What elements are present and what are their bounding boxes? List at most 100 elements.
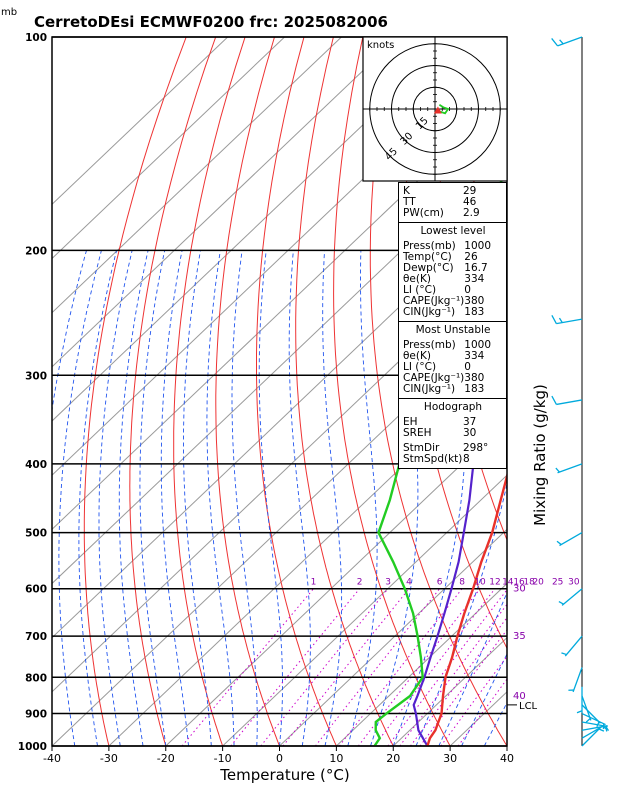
pressure-tick-label: 800	[25, 672, 47, 684]
mixing-ratio-label: 16	[513, 578, 525, 588]
mixing-ratio-line	[260, 588, 389, 746]
wind-barb-half-flag	[596, 721, 600, 728]
hodograph-indices-header: Hodograph	[423, 401, 483, 413]
wind-barb-shaft	[561, 588, 583, 606]
pressure-tick-label: 900	[25, 709, 47, 721]
wind-barb-shaft	[581, 727, 601, 747]
mixing-ratio-label: 14	[502, 578, 514, 588]
temperature-tick-label: 20	[386, 752, 400, 765]
wind-barb-half-flag	[604, 726, 608, 732]
isotherm-line	[165, 420, 507, 746]
mixing-ratio-axis-title: Mixing Ratio (g/kg)	[531, 384, 549, 526]
isotherm-line	[564, 37, 618, 746]
isotherm-line	[52, 37, 456, 422]
wind-barb	[568, 667, 583, 693]
wind-barb	[551, 395, 583, 406]
temperature-tick-labels: -40 -30 -20 -10 0 10 20 30 40	[43, 746, 514, 765]
wind-barb-flag	[551, 315, 557, 324]
pressure-tick-label: 1000	[18, 741, 47, 753]
wind-barb-half-flag	[585, 718, 591, 723]
mixing-ratio-label: 25	[552, 578, 563, 588]
wind-barb-flag	[551, 38, 559, 47]
dry-adiabat-line	[215, 37, 281, 746]
mixing-ratio-label: 1	[311, 578, 317, 588]
temperature-tick-label: -10	[214, 752, 232, 765]
dry-adiabat-line	[538, 37, 618, 761]
index-row-pw: PW(cm) 2.9	[403, 207, 480, 219]
dry-adiabat-line	[83, 37, 187, 746]
temperature-tick-label: 30	[443, 752, 457, 765]
wind-barb-flag	[551, 395, 557, 405]
indices-panel: K 29 TT 46 PW(cm) 2.9 Lowest level Press(mb…	[398, 182, 507, 469]
temperature-tick-label: 40	[500, 752, 514, 765]
unit-label: mb	[1, 7, 17, 18]
wind-barb	[555, 463, 583, 474]
isotherm-line	[52, 37, 342, 314]
pressure-tick-label: 600	[25, 584, 47, 596]
temperature-tick-label: -20	[157, 752, 175, 765]
wind-barb-shaft	[556, 399, 583, 406]
wind-barb	[551, 36, 583, 47]
mixing-ratio-line	[282, 588, 410, 746]
wind-barb-shaft	[557, 463, 583, 474]
theta-e-label: 30	[513, 584, 526, 595]
most-unstable-box: Most Unstable Press(mb) 1000 θe(K) 334 LI …	[398, 322, 507, 399]
temperature-tick-label: -30	[100, 752, 118, 765]
moist-adiabat-line	[206, 250, 235, 746]
moist-adiabat-line	[506, 745, 507, 746]
temperature-profile-line	[426, 471, 507, 746]
wind-barb	[581, 727, 605, 747]
theta-e-labels: 30 35 40	[513, 584, 526, 702]
moist-adiabat-line	[347, 250, 378, 746]
wind-barb-half-flag	[576, 710, 583, 714]
theta-e-label: 40	[513, 691, 526, 702]
chart-title: CerretoDEsi ECMWF0200 frc: 2025082006	[34, 13, 388, 31]
dry-adiabat-line	[129, 37, 217, 746]
mixing-ratio-label: 8	[459, 578, 465, 588]
mixing-ratio-line	[440, 655, 507, 746]
dry-adiabat-line	[295, 37, 394, 746]
isotherm-line	[222, 474, 507, 746]
temperature-tick-label: -40	[43, 752, 61, 765]
lowest-level-header: Lowest level	[420, 225, 486, 237]
wind-barb-half-flag	[561, 652, 567, 656]
wind-barb-half-flag	[558, 317, 563, 323]
lowest-level-box: Lowest level Press(mb) 1000 Temp(°C) 26 De…	[398, 223, 507, 322]
wind-barb-half-flag	[555, 467, 560, 473]
wind-barb-shaft	[564, 635, 583, 657]
mixing-ratio-line	[230, 588, 360, 746]
isotherm-line	[52, 203, 507, 639]
wind-barb	[581, 695, 592, 723]
pressure-tick-label: 500	[25, 528, 47, 540]
moist-adiabat-line	[98, 250, 133, 746]
lcl-label: LCL	[519, 701, 538, 712]
isotherm-line	[52, 37, 285, 260]
dry-adiabat-line	[173, 37, 246, 746]
dry-adiabat-line	[569, 37, 618, 761]
wind-barb	[576, 686, 583, 714]
isotherm-line	[52, 37, 399, 368]
isotherm-line	[52, 37, 229, 206]
mixing-ratio-label: 10	[474, 578, 486, 588]
isotherm-line	[52, 257, 507, 693]
wind-barb-shaft	[572, 667, 583, 693]
wind-barb	[561, 635, 583, 657]
wind-barb	[551, 315, 583, 325]
wind-barb-shaft	[556, 318, 583, 325]
dry-adiabat-line	[369, 37, 507, 746]
wind-barb-shaft	[581, 704, 601, 724]
temperature-tick-label: 10	[329, 752, 343, 765]
wind-barb	[581, 704, 601, 728]
wind-barb-shaft	[581, 695, 592, 721]
mixing-ratio-label: 12	[489, 578, 500, 588]
moist-adiabat-line	[58, 250, 102, 746]
dry-adiabat-line	[598, 37, 618, 761]
hodograph-unit-label: knots	[367, 40, 394, 51]
pressure-tick-labels: 100 200 300 400 500 600 700 800 900 1000	[18, 32, 47, 753]
theta-e-label: 35	[513, 631, 526, 642]
moist-adiabat-line	[118, 250, 149, 746]
plot-frame	[51, 36, 508, 747]
indices-top-box: K 29 TT 46 PW(cm) 2.9	[398, 182, 507, 223]
